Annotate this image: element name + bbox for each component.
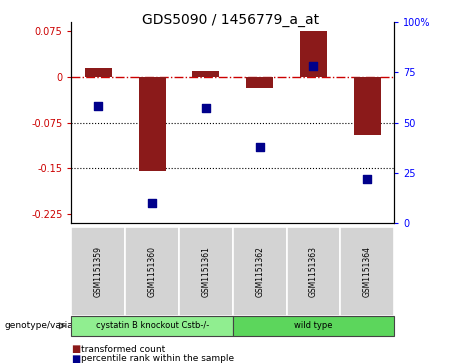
Text: wild type: wild type: [294, 321, 333, 330]
Point: [364, 176, 371, 182]
Bar: [300, 31, 327, 77]
Text: ■: ■: [71, 344, 81, 354]
Point: [202, 106, 210, 111]
Text: cystatin B knockout Cstb-/-: cystatin B knockout Cstb-/-: [95, 321, 209, 330]
Bar: [354, 77, 381, 135]
Text: transformed count: transformed count: [81, 345, 165, 354]
Text: GDS5090 / 1456779_a_at: GDS5090 / 1456779_a_at: [142, 13, 319, 27]
Bar: [85, 68, 112, 77]
Text: GSM1151360: GSM1151360: [148, 246, 157, 297]
Text: GSM1151361: GSM1151361: [201, 246, 210, 297]
Bar: [193, 71, 219, 77]
Bar: [246, 77, 273, 88]
Point: [148, 200, 156, 206]
Bar: [139, 77, 165, 171]
Text: GSM1151362: GSM1151362: [255, 246, 264, 297]
Text: ■: ■: [71, 354, 81, 363]
Text: GSM1151363: GSM1151363: [309, 246, 318, 297]
Point: [310, 63, 317, 69]
Text: GSM1151364: GSM1151364: [363, 246, 372, 297]
Point: [256, 144, 263, 150]
Text: percentile rank within the sample: percentile rank within the sample: [81, 354, 234, 363]
Point: [95, 103, 102, 109]
Text: GSM1151359: GSM1151359: [94, 246, 103, 297]
Text: genotype/variation: genotype/variation: [5, 321, 91, 330]
